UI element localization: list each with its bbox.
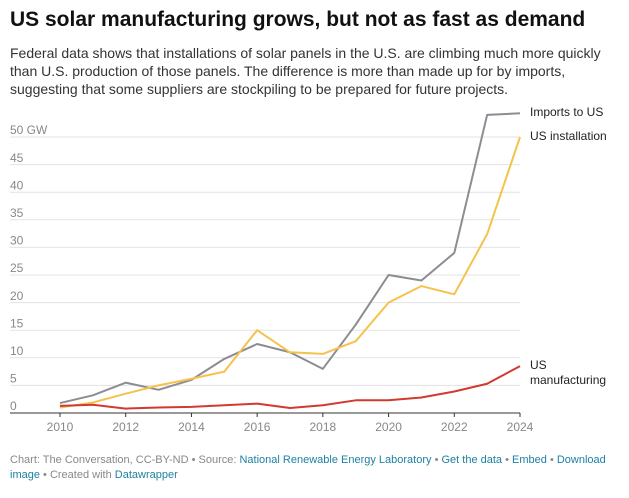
y-tick-label: 35 (10, 206, 24, 220)
x-tick-label: 2014 (178, 420, 205, 434)
x-tick-label: 2018 (310, 420, 337, 434)
footer-link[interactable]: Download image (10, 454, 606, 481)
tool-link[interactable]: Datawrapper (114, 469, 178, 481)
y-tick-label: 25 (10, 261, 24, 275)
y-tick-label: 45 (10, 151, 24, 165)
y-tick-label: 15 (10, 316, 24, 330)
series-line (59, 112, 521, 405)
created: Created with (49, 469, 112, 481)
x-tick-label: 2016 (244, 420, 271, 434)
y-tick-label: 0 (10, 399, 17, 413)
footer-link[interactable]: Get the data (441, 454, 503, 466)
footer: Chart: The Conversation, CC-BY-ND • Sour… (10, 453, 610, 483)
series-line (59, 365, 521, 410)
source-link[interactable]: National Renewable Energy Laboratory (239, 454, 432, 466)
y-tick-label: 20 (10, 289, 24, 303)
chart-title: US solar manufacturing grows, but not as… (10, 8, 586, 31)
separator: • (505, 454, 509, 466)
source-label: Source: (198, 454, 237, 466)
series-label: US installation (530, 129, 607, 143)
y-tick-label: 5 (10, 372, 17, 386)
x-tick-label: 2024 (507, 420, 534, 434)
x-tick-label: 2010 (47, 420, 74, 434)
credit: Chart: The Conversation, CC-BY-ND (10, 454, 189, 466)
separator: • (434, 454, 439, 466)
series-label: US manufacturing (530, 358, 607, 388)
chart-subtitle: Federal data shows that installations of… (10, 45, 601, 97)
series-label: Imports to US (530, 105, 604, 120)
y-tick-label: 40 (10, 178, 24, 192)
separator: • (43, 469, 47, 481)
separator: • (191, 454, 196, 466)
y-tick-label: 50 GW (10, 123, 48, 137)
x-tick-label: 2012 (112, 420, 139, 434)
y-tick-label: 10 (10, 344, 24, 358)
y-tick-label: 30 (10, 234, 24, 248)
x-tick-label: 2022 (441, 420, 468, 434)
series-line (59, 136, 521, 409)
footer-link[interactable]: Embed (512, 454, 547, 466)
separator: • (549, 454, 554, 466)
x-tick-label: 2020 (375, 420, 402, 434)
